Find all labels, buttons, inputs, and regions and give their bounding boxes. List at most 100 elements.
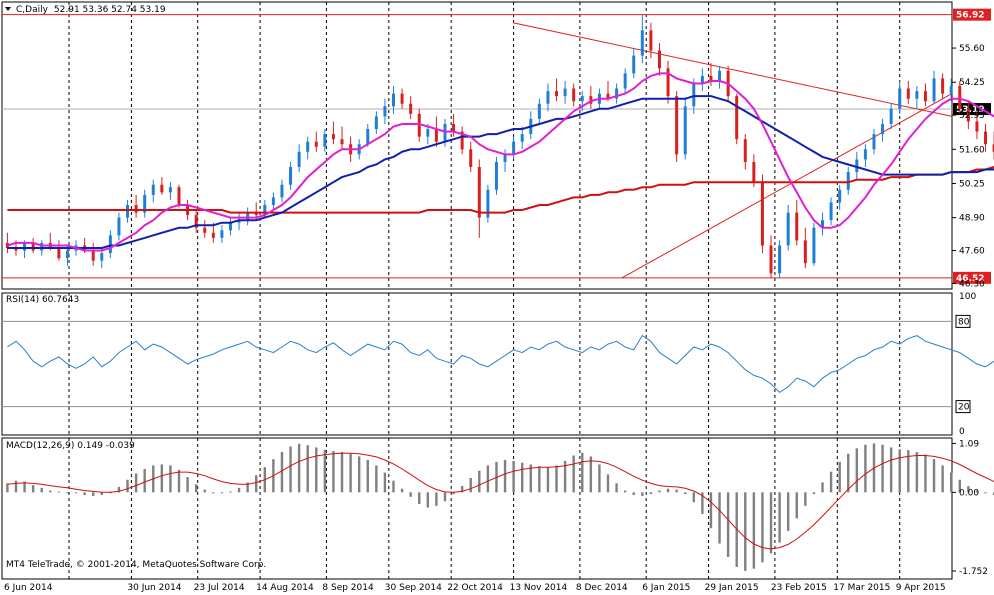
- macd-bar: [57, 491, 61, 493]
- candle: [417, 108, 421, 142]
- macd-bar: [786, 492, 790, 531]
- macd-bar: [126, 479, 129, 493]
- candle-body: [580, 96, 584, 102]
- candle: [563, 80, 567, 104]
- macd-bar: [160, 464, 164, 493]
- candle-body: [898, 88, 902, 109]
- candle-body: [640, 30, 644, 56]
- date-label: 23 Jul 2014: [194, 583, 245, 593]
- macd-bar: [581, 452, 584, 493]
- candle-body: [966, 108, 970, 122]
- candle: [537, 98, 541, 124]
- candle: [615, 83, 619, 104]
- candle-body: [855, 159, 859, 173]
- ma-slow-line: [7, 166, 994, 214]
- candle-body: [889, 108, 893, 124]
- macd-bar: [649, 492, 653, 495]
- date-label: 17 Mar 2015: [833, 583, 890, 593]
- candle: [452, 113, 456, 137]
- candle-body: [881, 123, 885, 135]
- candle: [778, 240, 782, 279]
- candle: [409, 96, 413, 119]
- macd-bar: [503, 460, 507, 493]
- macd-bar: [658, 490, 661, 493]
- macd-bar: [460, 486, 464, 493]
- candle: [992, 131, 994, 160]
- candle: [666, 60, 670, 104]
- macd-bar: [469, 477, 472, 493]
- candle-body: [786, 212, 790, 246]
- macd-bar: [761, 492, 764, 563]
- candle: [718, 65, 722, 89]
- candle-body: [392, 93, 395, 107]
- symbol-label: C,Daily: [16, 5, 49, 15]
- macd-tick-label: 1.09: [959, 439, 979, 449]
- candle: [289, 161, 293, 190]
- macd-bar: [409, 492, 412, 497]
- candle-body: [220, 230, 224, 238]
- macd-bar: [134, 473, 138, 493]
- candle: [5, 232, 9, 254]
- macd-bar: [452, 492, 455, 495]
- macd-bar: [821, 482, 824, 493]
- candle-body: [426, 129, 430, 137]
- candle: [812, 222, 816, 266]
- dropdown-triangle-icon[interactable]: [5, 7, 11, 11]
- candle: [855, 151, 859, 180]
- candle-body: [289, 167, 293, 185]
- candle-body: [760, 182, 764, 246]
- candle: [323, 129, 327, 152]
- candle-body: [177, 187, 181, 205]
- candle-body: [469, 149, 473, 168]
- macd-bar: [66, 492, 69, 494]
- candle-body: [863, 149, 867, 160]
- vertical-grid: [68, 2, 901, 579]
- candle: [915, 86, 919, 109]
- macd-bar: [701, 492, 704, 514]
- macd-axis: 1.09 0.00 -1.752: [952, 439, 988, 577]
- current-price-label: 53.19: [956, 105, 984, 115]
- macd-bar: [752, 492, 756, 569]
- macd-bar: [443, 492, 447, 502]
- candle-body: [692, 83, 696, 107]
- macd-bar: [74, 492, 78, 494]
- candle-body: [143, 194, 147, 213]
- candle: [126, 199, 130, 223]
- macd-bar: [255, 475, 258, 493]
- candle-body: [271, 197, 275, 205]
- macd-bar: [546, 467, 550, 493]
- macd-bar: [675, 489, 678, 493]
- macd-tick-label: -1.752: [959, 567, 988, 577]
- candle-body: [117, 217, 121, 236]
- date-label: 9 Apr 2015: [896, 583, 946, 593]
- candle: [271, 192, 275, 211]
- macd-bar: [958, 479, 961, 493]
- rsi-title: RSI(14) 60.7643: [6, 295, 79, 305]
- macd-bar: [177, 469, 181, 493]
- candle: [786, 204, 790, 251]
- candle-body: [623, 73, 627, 89]
- macd-title: MACD(12,26,9) 0.149 -0.039: [6, 441, 135, 451]
- candle: [623, 68, 627, 94]
- candle: [314, 131, 318, 152]
- candle-body: [778, 245, 782, 274]
- macd-bar: [297, 443, 301, 493]
- candle: [306, 136, 310, 160]
- candle: [220, 225, 224, 243]
- macd-bar: [709, 492, 713, 529]
- macd-bar: [383, 472, 387, 493]
- macd-bar: [847, 453, 850, 493]
- candle: [340, 126, 344, 150]
- rsi-tick-label: 0: [959, 427, 965, 437]
- macd-bar: [512, 460, 515, 493]
- macd-bar: [289, 446, 292, 493]
- candle-body: [237, 220, 241, 223]
- candle: [246, 207, 250, 226]
- candle-body: [23, 242, 27, 251]
- candle-body: [254, 212, 258, 216]
- macd-bar: [521, 462, 524, 493]
- macd-bar: [14, 480, 18, 493]
- candle: [821, 212, 824, 236]
- candle: [572, 83, 576, 107]
- macd-bar: [907, 450, 910, 493]
